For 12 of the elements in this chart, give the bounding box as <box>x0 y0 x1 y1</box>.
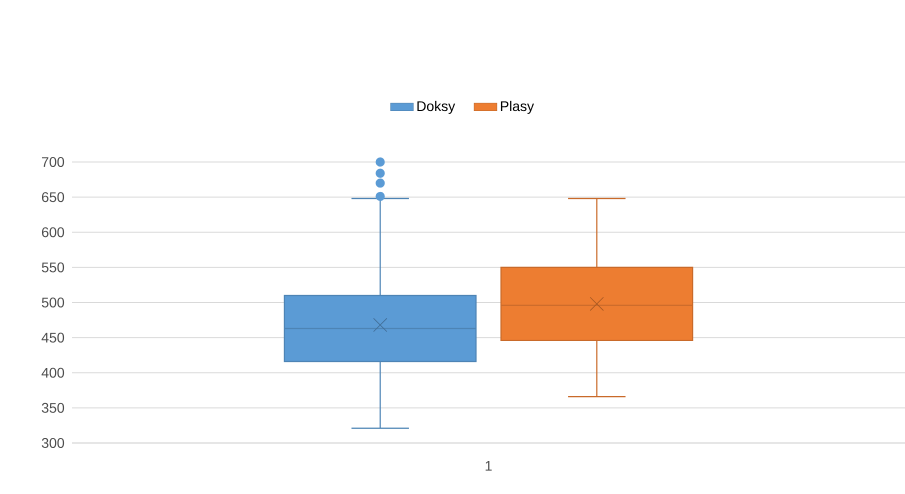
y-tick-label: 400 <box>42 368 64 378</box>
y-tick-label: 550 <box>42 262 64 272</box>
y-tick-label: 500 <box>42 298 64 308</box>
legend-label: Plasy <box>500 100 534 114</box>
x-tick-label: 1 <box>486 461 492 471</box>
y-tick-label: 600 <box>42 227 64 238</box>
y-tick-label: 300 <box>42 438 64 448</box>
y-tick-label: 650 <box>42 192 64 202</box>
legend-label: Doksy <box>417 100 456 114</box>
y-tick-label: 350 <box>42 402 64 413</box>
y-tick-label: 450 <box>42 332 64 343</box>
y-tick-label: 700 <box>42 157 64 167</box>
